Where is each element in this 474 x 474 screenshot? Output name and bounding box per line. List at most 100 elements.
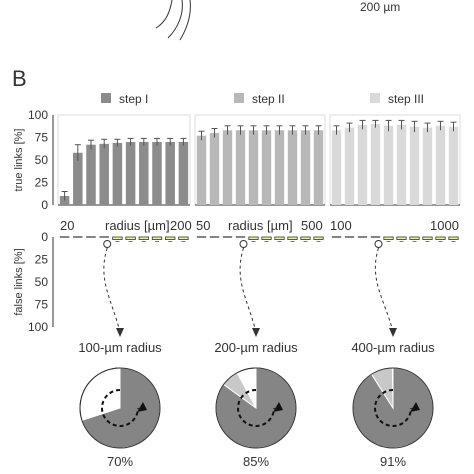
selected-radius-marker bbox=[374, 240, 383, 248]
false-links-y-tick-label: 100 bbox=[28, 320, 48, 334]
legend-label-step-2: step II bbox=[252, 92, 285, 106]
false-links-y-tick-label: 75 bbox=[35, 298, 49, 312]
false-link-bar bbox=[125, 236, 136, 240]
false-link-bar bbox=[383, 236, 394, 240]
step-1-x-label: radius [µm] bbox=[105, 218, 170, 233]
legend-swatch-step-2 bbox=[234, 93, 244, 103]
pie-percent-label: 91% bbox=[380, 454, 406, 469]
pie-percent-label: 85% bbox=[243, 454, 269, 469]
pie-dashed-arrow bbox=[374, 389, 412, 428]
step-3-bars bbox=[329, 114, 461, 206]
bar bbox=[125, 142, 136, 205]
bar bbox=[248, 130, 259, 205]
scale-bar-label: 200 µm bbox=[360, 0, 400, 14]
false-link-bar bbox=[435, 236, 446, 240]
false-link-bar bbox=[274, 236, 285, 240]
dashed-connector bbox=[239, 247, 257, 333]
bar bbox=[112, 142, 123, 205]
dashed-connector bbox=[374, 247, 394, 333]
false-link-bar bbox=[261, 236, 272, 240]
false-links-y-tick-label: 50 bbox=[35, 275, 49, 289]
false-links-y-tick-label: 0 bbox=[41, 230, 48, 244]
true-links-y-tick-label: 75 bbox=[35, 131, 49, 145]
legend-swatch-step-1 bbox=[101, 93, 111, 103]
step-3-x-end: 1000 bbox=[430, 218, 459, 233]
step-2-x-end: 500 bbox=[301, 218, 323, 233]
bar bbox=[209, 133, 220, 205]
false-link-bar bbox=[178, 236, 189, 240]
bar bbox=[235, 130, 246, 205]
false-link-bar bbox=[313, 236, 324, 240]
bar bbox=[178, 142, 189, 205]
false-links-y-tick-label: 25 bbox=[35, 253, 49, 267]
true-links-axis-label: true links [%] bbox=[13, 129, 25, 192]
true-links-y-tick-label: 50 bbox=[35, 153, 49, 167]
pie-title: 100-µm radius bbox=[78, 340, 162, 355]
bar bbox=[139, 142, 149, 205]
step-1-x-end: 200 bbox=[170, 218, 192, 233]
pie-arrowhead bbox=[137, 402, 147, 412]
bar bbox=[422, 127, 433, 205]
false-links-axis-label: false links [%] bbox=[13, 248, 25, 315]
selected-radius-marker bbox=[103, 240, 112, 248]
bar bbox=[396, 124, 407, 205]
pie-dashed-arrow bbox=[237, 389, 275, 428]
dashed-connector bbox=[103, 247, 121, 333]
bar bbox=[222, 130, 233, 205]
bar bbox=[73, 152, 83, 205]
false-link-bar bbox=[165, 236, 176, 240]
bar bbox=[331, 130, 342, 205]
false-link-bar bbox=[138, 236, 149, 240]
legend-swatch-step-3 bbox=[370, 93, 380, 103]
bar bbox=[99, 143, 109, 205]
panel-label: B bbox=[12, 66, 27, 91]
bar bbox=[448, 126, 459, 205]
false-link-bar bbox=[422, 236, 433, 240]
true-links-y-ticks: 100 75 50 25 0 bbox=[28, 108, 54, 212]
false-link-bar bbox=[151, 236, 163, 240]
false-link-bar bbox=[287, 236, 298, 240]
true-links-y-tick-label: 25 bbox=[35, 176, 49, 190]
step-2-bars bbox=[194, 114, 326, 206]
true-links-y-tick-label: 0 bbox=[41, 198, 48, 212]
step-2-x-label: radius [µm] bbox=[228, 218, 293, 233]
legend-label-step-3: step III bbox=[388, 92, 424, 106]
connector-arrowhead bbox=[389, 328, 397, 337]
pie-outline bbox=[79, 367, 161, 449]
bar bbox=[344, 127, 355, 205]
step-1-bars bbox=[57, 114, 191, 206]
bar bbox=[86, 144, 96, 205]
false-link-bar bbox=[448, 236, 459, 240]
pie-title: 200-µm radius bbox=[214, 340, 298, 355]
bar bbox=[409, 126, 420, 205]
pie-arrowhead bbox=[273, 402, 283, 412]
bar bbox=[370, 124, 381, 205]
bar bbox=[261, 130, 272, 205]
false-link-bar bbox=[409, 236, 420, 240]
false-link-bar bbox=[396, 236, 407, 240]
pie-outline bbox=[352, 367, 434, 449]
step-2-x-start: 50 bbox=[196, 218, 210, 233]
connector-arrowhead bbox=[116, 328, 124, 337]
legend: step I step II step III bbox=[101, 92, 424, 106]
legend-label-step-1: step I bbox=[119, 92, 148, 106]
true-links-y-tick-label: 100 bbox=[28, 108, 48, 122]
step-1-x-start: 20 bbox=[60, 218, 74, 233]
bar bbox=[383, 125, 394, 205]
bar bbox=[165, 142, 175, 205]
bar bbox=[152, 142, 162, 205]
cell-sketch bbox=[155, 0, 191, 41]
bar bbox=[357, 124, 368, 205]
bar bbox=[435, 125, 446, 205]
pie-dashed-arrow bbox=[101, 389, 139, 428]
false-link-bar bbox=[112, 236, 123, 240]
bar bbox=[196, 135, 207, 205]
false-links-bars bbox=[59, 236, 459, 242]
bar bbox=[313, 130, 324, 205]
false-links-y-ticks: 0 25 50 75 100 bbox=[28, 230, 54, 334]
pie-title: 400-µm radius bbox=[351, 340, 435, 355]
bar bbox=[300, 130, 311, 205]
pie-arrowhead bbox=[410, 402, 420, 412]
bar bbox=[287, 130, 298, 205]
